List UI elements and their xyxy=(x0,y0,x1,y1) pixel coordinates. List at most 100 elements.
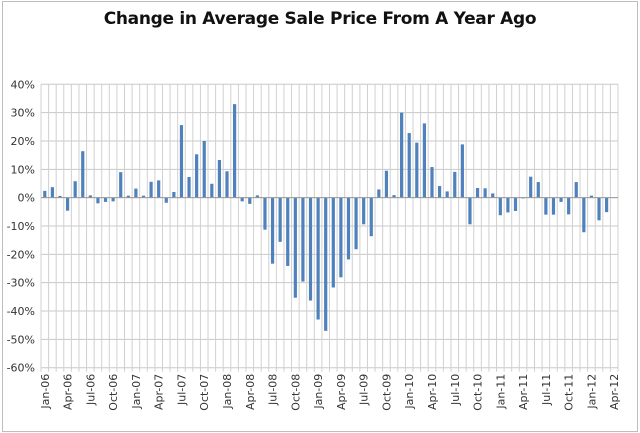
bar-Feb-10 xyxy=(415,142,419,198)
x-tick-label: Apr-10 xyxy=(426,374,439,410)
x-tick-label: Apr-09 xyxy=(335,374,348,410)
bar-Jan-08 xyxy=(225,171,229,198)
bar-Jan-07 xyxy=(134,188,138,198)
x-tick-label: Jul-11 xyxy=(540,374,553,406)
bar-Nov-11 xyxy=(574,182,578,198)
x-tick-label: Jul-07 xyxy=(175,374,188,406)
bar-Aug-11 xyxy=(551,197,556,215)
bar-Aug-08 xyxy=(278,197,282,242)
bar-Oct-10 xyxy=(475,188,480,198)
x-tick-label: Jul-06 xyxy=(84,374,97,406)
bar-Jun-09 xyxy=(354,197,358,250)
x-tick-label: Apr-06 xyxy=(62,374,75,410)
y-tick-label: 40% xyxy=(11,78,35,91)
y-tick-label: 0% xyxy=(18,192,35,205)
bar-Apr-08 xyxy=(248,197,252,204)
bar-Mar-12 xyxy=(605,197,609,213)
bar-May-11 xyxy=(529,176,533,198)
x-tick-label: Jan-12 xyxy=(585,374,598,410)
bar-Jan-10 xyxy=(407,133,411,198)
x-axis-ticks: Jan-06 Apr-06 Jul-06 Oct-06 Jan-07 Apr-07 Jul-… xyxy=(39,374,621,411)
bar-Aug-09 xyxy=(369,197,373,237)
bar-Oct-06 xyxy=(111,197,115,202)
bar-Sep-09 xyxy=(377,189,381,198)
bar-Feb-08 xyxy=(232,104,237,198)
bar-Sep-08 xyxy=(286,197,290,266)
bar-Jan-06 xyxy=(43,190,47,198)
bar-Apr-09 xyxy=(339,197,343,278)
x-tick-label: Apr-11 xyxy=(517,374,530,410)
bar-Sep-10 xyxy=(468,197,472,225)
bar-Dec-08 xyxy=(308,197,313,301)
x-tick-label: Jan-06 xyxy=(39,374,52,410)
x-tick-label: Apr-12 xyxy=(608,374,621,410)
bar-Oct-07 xyxy=(202,140,206,198)
y-axis-ticks: 40% 30% 20% 10% 0% -10% -20% -30% -40% -50% -60% xyxy=(7,78,35,374)
y-tick-label: -50% xyxy=(7,333,35,346)
bar-Jul-09 xyxy=(362,197,366,225)
x-tick-label: Oct-10 xyxy=(472,374,485,411)
bar-Jun-06 xyxy=(81,151,85,198)
bar-Mar-08 xyxy=(240,197,244,202)
y-tick-label: -20% xyxy=(7,248,35,261)
bar-Aug-10 xyxy=(460,144,464,198)
bar-Jun-11 xyxy=(536,182,540,198)
bar-Mar-10 xyxy=(422,123,427,198)
x-tick-label: Jul-10 xyxy=(449,374,462,406)
x-tick-label: Jan-09 xyxy=(312,374,325,410)
bar-Jul-06 xyxy=(88,195,92,198)
x-tick-label: Oct-08 xyxy=(289,374,302,411)
bar-Dec-06 xyxy=(126,195,130,198)
x-tick-label: Jul-09 xyxy=(358,374,371,406)
bar-Aug-06 xyxy=(96,197,100,204)
bar-Oct-08 xyxy=(293,197,297,298)
bar-Jan-12 xyxy=(589,195,594,198)
y-tick-label: 10% xyxy=(11,163,35,176)
bar-Jun-08 xyxy=(263,197,267,230)
y-tick-label: -40% xyxy=(7,305,35,318)
bar-Feb-07 xyxy=(141,195,146,198)
bar-Oct-09 xyxy=(384,170,389,198)
bar-Feb-09 xyxy=(324,197,328,331)
y-tick-label: -60% xyxy=(7,362,35,375)
vertical-gridlines xyxy=(40,84,619,372)
bar-Jul-11 xyxy=(544,197,548,215)
chart-title: Change in Average Sale Price From A Year… xyxy=(103,9,537,29)
bar-Nov-07 xyxy=(210,183,214,198)
x-tick-label: Jan-11 xyxy=(494,374,507,410)
bar-Sep-07 xyxy=(195,154,199,198)
x-tick-label: Jan-08 xyxy=(221,374,234,410)
bar-Mar-07 xyxy=(149,181,153,198)
bar-Feb-12 xyxy=(597,197,601,221)
bar-Sep-11 xyxy=(559,197,563,202)
bar-Mar-06 xyxy=(58,195,62,198)
bar-Nov-06 xyxy=(119,172,123,198)
bar-Jun-07 xyxy=(172,191,176,198)
bar-Feb-06 xyxy=(50,187,54,198)
x-tick-label: Jan-10 xyxy=(403,374,416,410)
bar-May-08 xyxy=(255,195,259,198)
bar-Apr-06 xyxy=(65,197,70,211)
y-tick-label: -30% xyxy=(7,277,35,290)
bar-Jan-11 xyxy=(498,197,502,216)
bar-May-09 xyxy=(346,197,351,260)
bar-Feb-11 xyxy=(506,197,510,213)
x-tick-label: Oct-09 xyxy=(380,374,393,411)
bar-Sep-06 xyxy=(103,197,108,202)
bar-Dec-09 xyxy=(400,112,404,198)
bar-Dec-10 xyxy=(491,193,495,198)
y-tick-label: 20% xyxy=(11,135,35,148)
bar-Nov-10 xyxy=(483,188,487,198)
y-tick-label: -10% xyxy=(7,220,35,233)
x-tick-label: Apr-07 xyxy=(153,374,166,410)
bar-Jul-10 xyxy=(453,171,457,198)
bars xyxy=(43,104,609,331)
bar-Dec-11 xyxy=(582,197,586,233)
bar-May-07 xyxy=(164,197,168,203)
y-tick-label: 30% xyxy=(11,107,35,120)
bar-Nov-09 xyxy=(392,195,396,198)
bar-Aug-07 xyxy=(187,176,191,198)
bar-Dec-07 xyxy=(217,159,222,198)
